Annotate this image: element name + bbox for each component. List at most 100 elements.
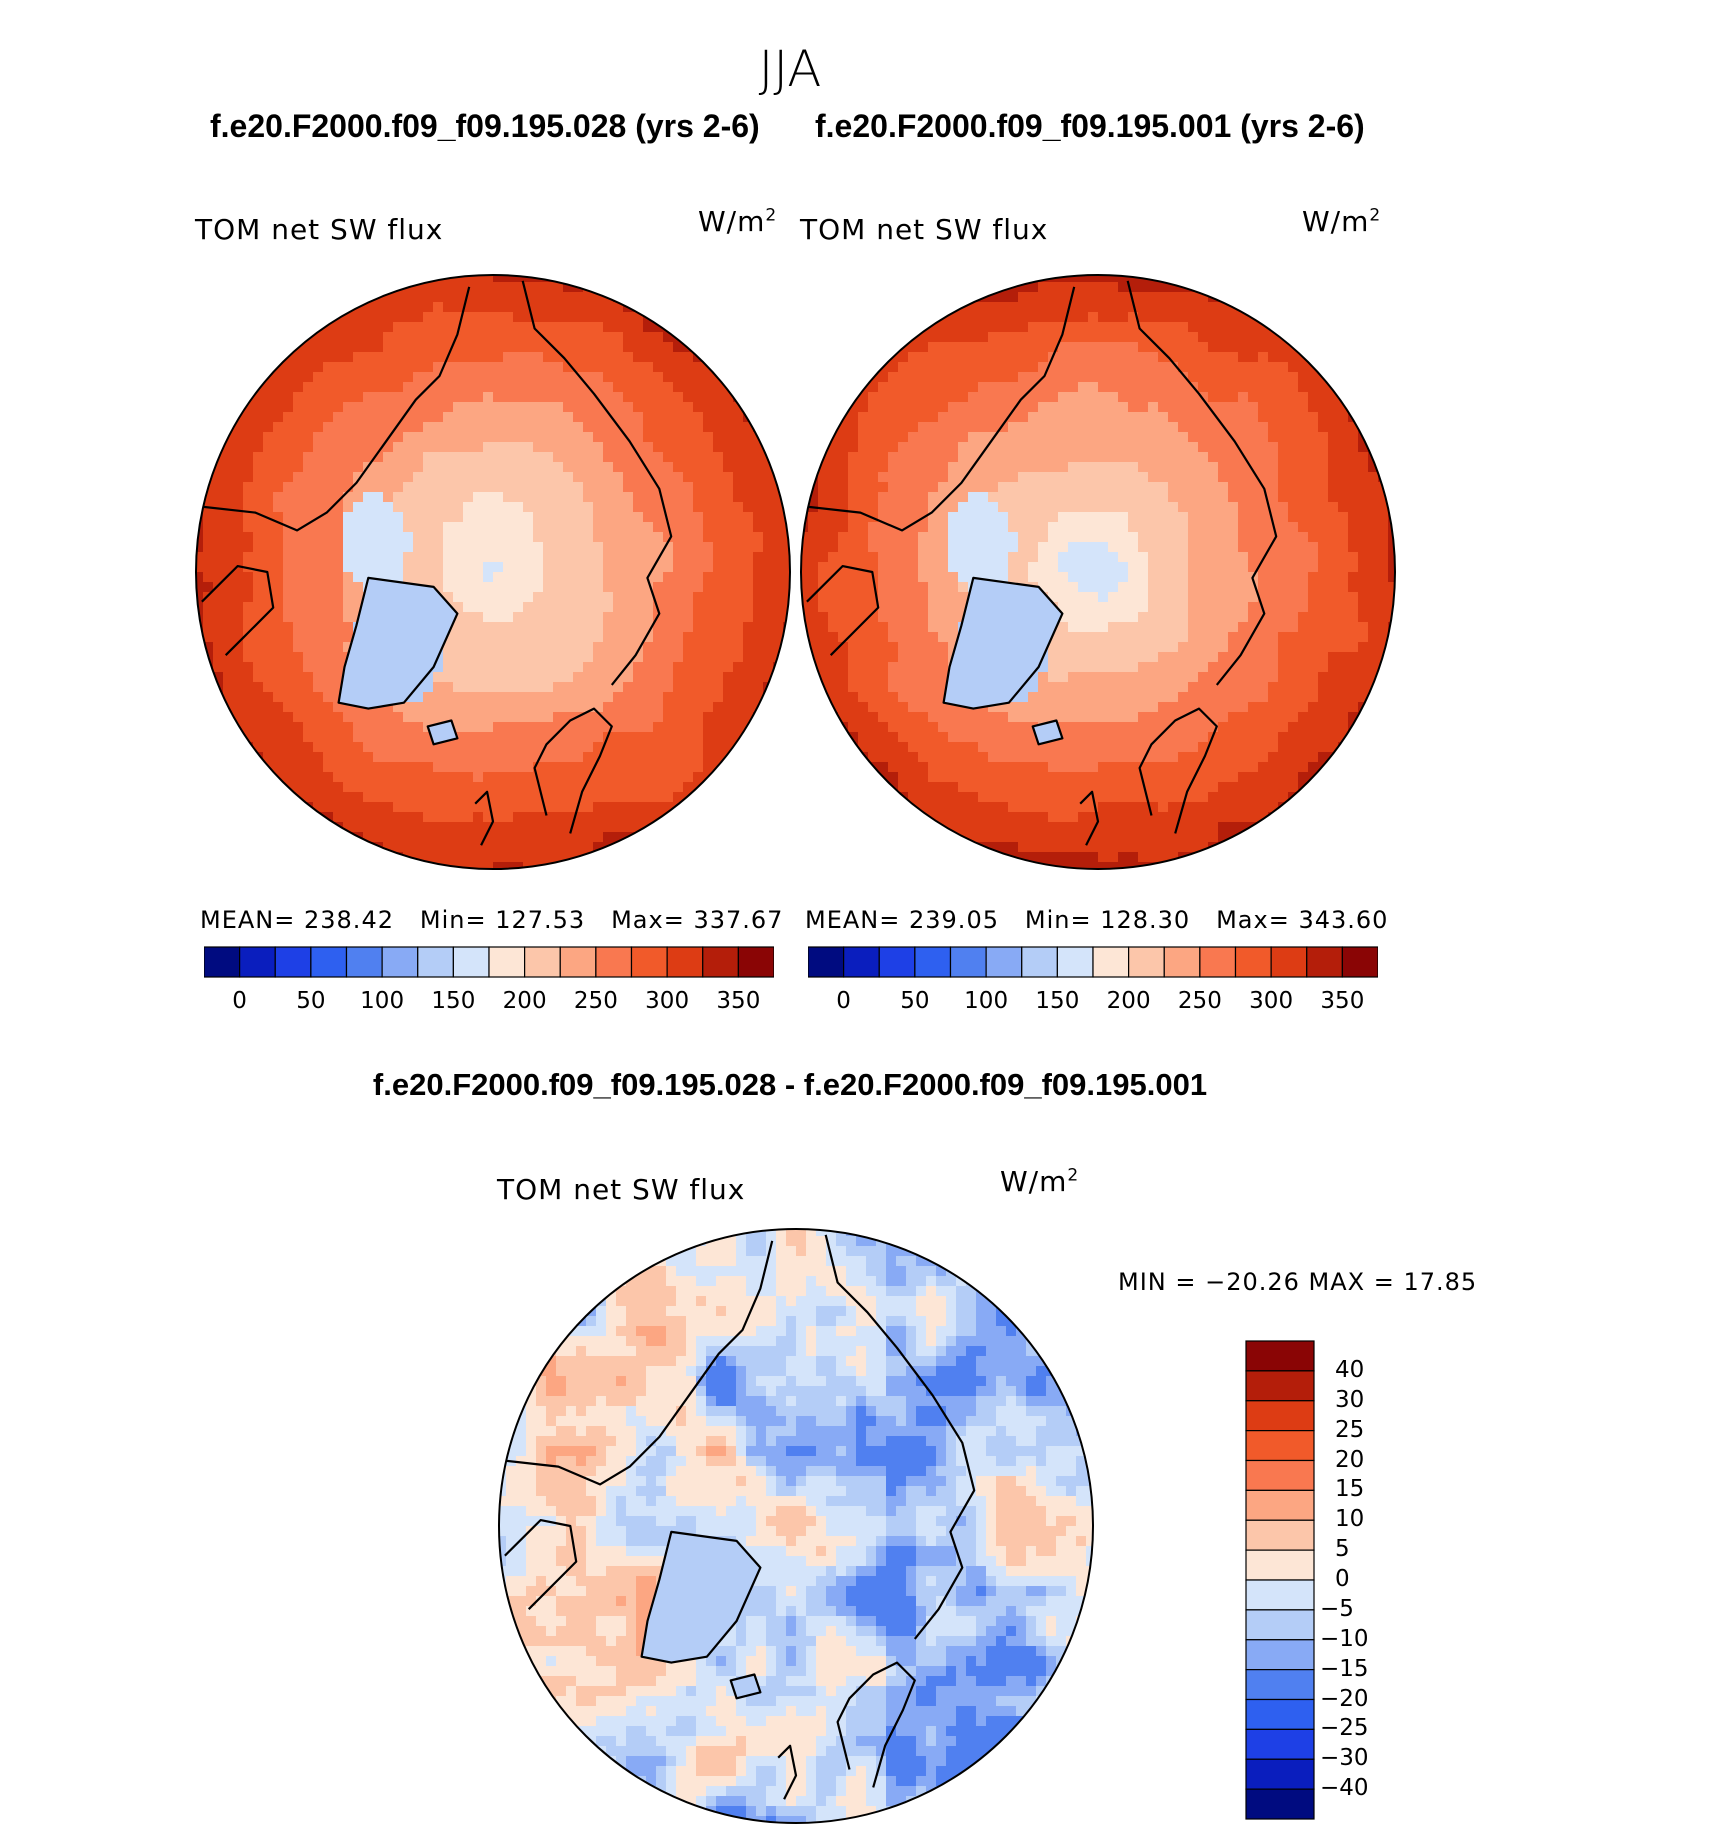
colorbar-swatch (381, 946, 419, 978)
colorbar-tick-label: 15 (1335, 1476, 1365, 1503)
colorbar-tick-label: 0 (1335, 1566, 1350, 1592)
colorbar-swatch (914, 946, 952, 978)
panel1-mean-value: 238.42 (304, 906, 394, 934)
scandinavia-coastline (1138, 707, 1218, 834)
panel3-title: TOM net SW flux (497, 1173, 746, 1206)
panel2-units: W/m2 (1302, 205, 1382, 238)
field-cells (196, 275, 790, 869)
panel3-polar-map (498, 1228, 1094, 1824)
colorbar-swatch (630, 946, 668, 978)
colorbar-tick-label: 300 (1249, 988, 1294, 1014)
colorbar-tick-label: 50 (296, 988, 326, 1014)
colorbar-swatch (1245, 1758, 1315, 1790)
colorbar-swatch (559, 946, 597, 978)
iceland-coastline (1031, 719, 1064, 746)
colorbar-swatch (274, 946, 312, 978)
siberia-coastline (521, 280, 673, 686)
colorbar-tick-label: 25 (1335, 1416, 1365, 1443)
colorbar-swatch (595, 946, 633, 978)
north-america-coastline (806, 286, 1076, 532)
colorbar-tick-label: 40 (1335, 1356, 1365, 1383)
colorbar-swatch (204, 946, 241, 978)
siberia-coastline (824, 1234, 976, 1640)
colorbar-swatch (808, 946, 845, 978)
colorbar-swatch (1245, 1340, 1315, 1372)
colorbar-tick-label: 100 (360, 988, 405, 1014)
scandinavia-coastline (836, 1661, 916, 1788)
colorbar-tick-label: 300 (645, 988, 690, 1014)
colorbar-tick-label: 0 (836, 988, 851, 1014)
colorbar-tick-label: −20 (1320, 1685, 1369, 1712)
colorbar-tick-label: 350 (716, 988, 761, 1014)
siberia-coastline (1126, 280, 1278, 686)
colorbar-swatch (666, 946, 704, 978)
greenland-coastline (942, 576, 1064, 710)
colorbar-swatch (1245, 1788, 1315, 1820)
greenland-coastline (640, 1530, 762, 1664)
colorbar-swatch (1270, 946, 1308, 978)
colorbar-swatch (1341, 946, 1378, 978)
panel3-min-max: MIN = −20.26 MAX = 17.85 (1118, 1268, 1478, 1296)
panel1-title: TOM net SW flux (195, 213, 444, 246)
colorbar-tick-label: −15 (1320, 1655, 1369, 1682)
colorbar-swatch (702, 946, 739, 978)
panel2-stats: MEAN= 239.05 Min= 128.30 Max= 343.60 (805, 906, 1389, 934)
colorbar-swatch (239, 946, 276, 978)
panel1-colorbar (204, 946, 774, 978)
panel1-max-value: 337.67 (693, 906, 784, 934)
panel3-units: W/m2 (1000, 1165, 1080, 1198)
colorbar-tick-label: 100 (964, 988, 1009, 1014)
colorbar-swatch (417, 946, 454, 978)
case-title-right: f.e20.F2000.f09_f09.195.001 (yrs 2-6) (815, 108, 1365, 144)
colorbar-tick-label: −40 (1320, 1775, 1369, 1802)
iceland-coastline (426, 719, 459, 746)
colorbar-swatch (1245, 1489, 1315, 1521)
colorbar-swatch (1245, 1400, 1315, 1432)
colorbar-swatch (985, 946, 1023, 978)
colorbar-swatch (1234, 946, 1272, 978)
panel1-stats: MEAN= 238.42 Min= 127.53 Max= 337.67 (200, 906, 784, 934)
map-boundary (800, 274, 1396, 870)
colorbar-tick-label: 250 (573, 988, 618, 1014)
panel2-polar-map (800, 274, 1396, 870)
colorbar-swatch (310, 946, 348, 978)
colorbar-swatch (1245, 1698, 1315, 1730)
colorbar-swatch (1245, 1579, 1315, 1611)
colorbar-tick-label: −30 (1320, 1745, 1369, 1772)
colorbar-tick-label: 10 (1335, 1506, 1365, 1533)
britain-coastline (1079, 790, 1100, 846)
colorbar-swatch (1245, 1669, 1315, 1701)
colorbar-swatch (1199, 946, 1237, 978)
colorbar-swatch (1092, 946, 1130, 978)
figure-title: JJA (758, 40, 822, 98)
colorbar-tick-label: 5 (1335, 1536, 1350, 1563)
colorbar-swatch (488, 946, 526, 978)
colorbar-swatch (452, 946, 490, 978)
colorbar-swatch (843, 946, 880, 978)
panel2-colorbar (808, 946, 1378, 978)
colorbar-swatch (1245, 1549, 1315, 1581)
scandinavia-coastline (533, 707, 613, 834)
colorbar-tick-label: 0 (232, 988, 247, 1014)
colorbar-swatch (1056, 946, 1094, 978)
panel2-mean-value: 239.05 (909, 906, 999, 934)
colorbar-tick-label: −5 (1320, 1595, 1354, 1622)
greenland-coastline (337, 576, 459, 710)
colorbar-tick-label: 200 (1106, 988, 1151, 1014)
panel2-max-value: 343.60 (1298, 906, 1389, 934)
north-america-coastline (201, 286, 471, 532)
colorbar-tick-label: −25 (1320, 1715, 1369, 1742)
colorbar-tick-label: 150 (431, 988, 476, 1014)
diff-title: f.e20.F2000.f09_f09.195.028 - f.e20.F200… (372, 1067, 1208, 1102)
colorbar-swatch (345, 946, 383, 978)
hudson-bay-coastline (806, 565, 880, 656)
colorbar-tick-label: 20 (1335, 1446, 1365, 1473)
colorbar-tick-label: 30 (1335, 1386, 1365, 1413)
colorbar-swatch (1245, 1459, 1315, 1491)
colorbar-swatch (1245, 1728, 1315, 1760)
hudson-bay-coastline (504, 1519, 578, 1610)
colorbar-swatch (949, 946, 987, 978)
panel1-min-value: 127.53 (495, 906, 586, 934)
colorbar-tick-label: 150 (1035, 988, 1080, 1014)
colorbar-tick-label: 50 (900, 988, 930, 1014)
